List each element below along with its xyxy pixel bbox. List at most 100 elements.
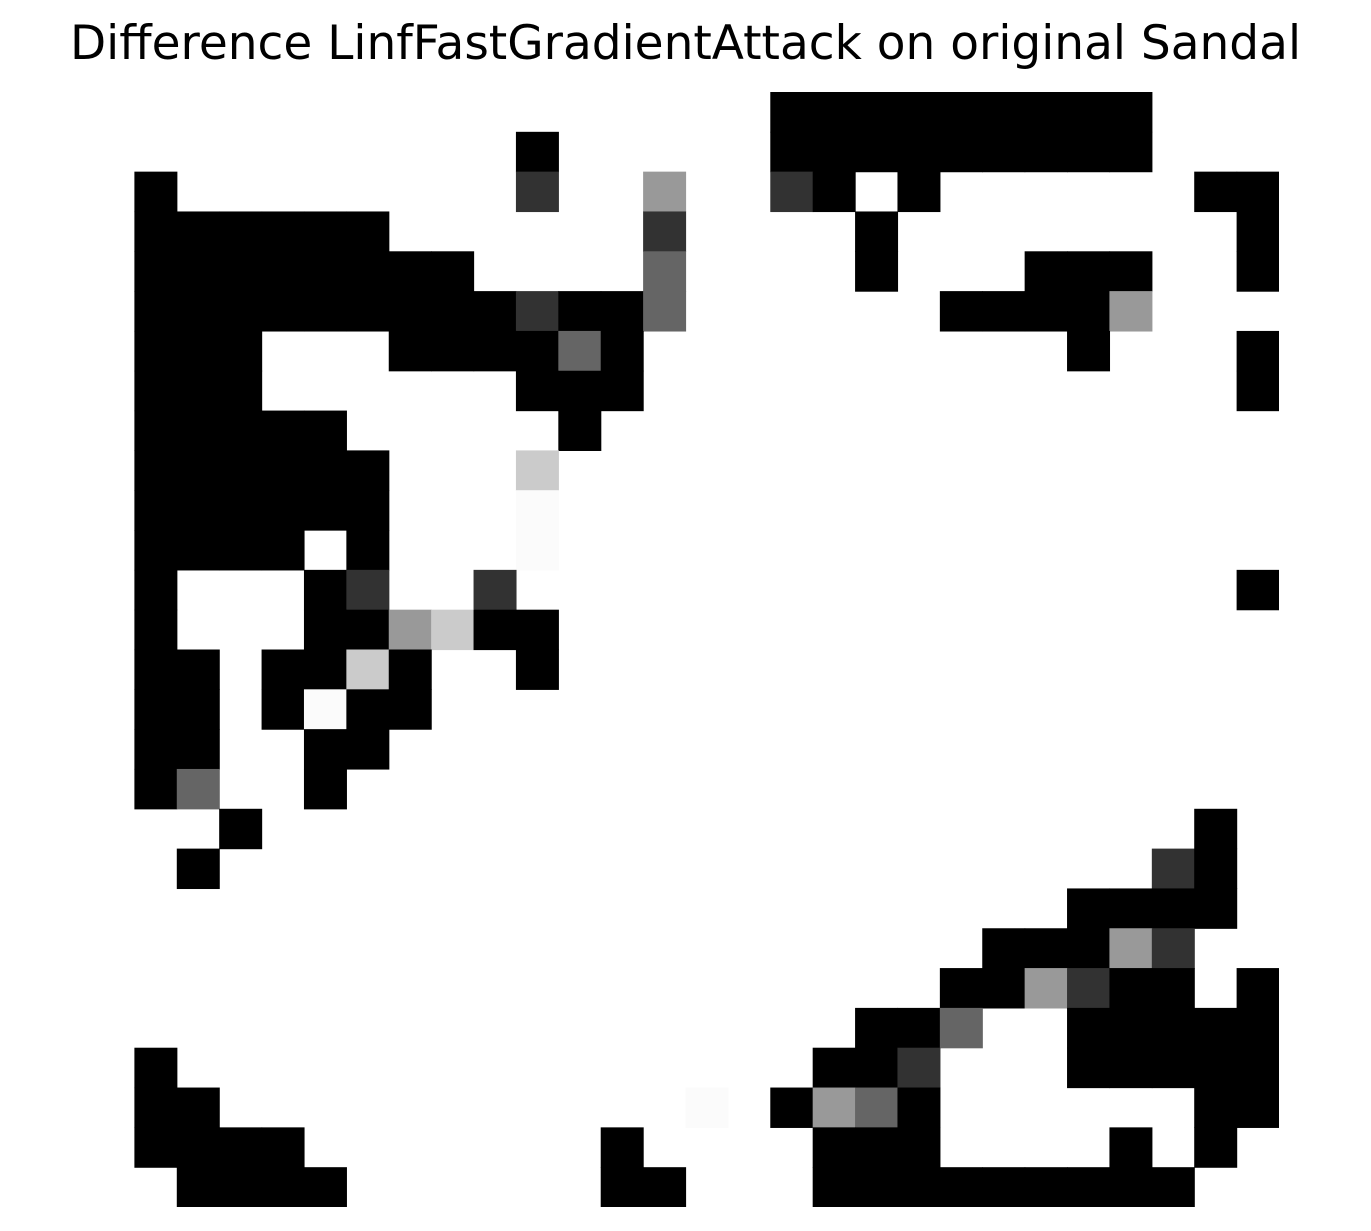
heatmap-cell-r24-c27 [1236, 1047, 1279, 1089]
heatmap-cell-r11-c3 [219, 530, 263, 571]
heatmap-cell-r10-c1 [134, 490, 178, 531]
heatmap-cell-r3-c6 [346, 211, 390, 252]
heatmap-cell-r7-c3 [219, 370, 263, 412]
heatmap-cell-r25-c16 [770, 1087, 814, 1128]
heatmap-cell-r7-c2 [176, 370, 220, 412]
heatmap-cell-r7-c1 [134, 370, 178, 412]
heatmap-cell-r1-c17 [812, 131, 856, 173]
heatmap-cell-r6-c9 [473, 330, 517, 372]
heatmap-cell-r26-c18 [855, 1127, 899, 1168]
heatmap-cell-r27-c2 [176, 1167, 220, 1207]
figure-title: Difference LinfFastGradientAttack on ori… [69, 16, 1302, 71]
heatmap-cell-r1-c21 [982, 131, 1026, 173]
heatmap-cell-r1-c10 [515, 131, 559, 173]
heatmap-cell-r1-c23 [1067, 131, 1111, 173]
heatmap-cell-r23-c24 [1109, 1007, 1153, 1049]
heatmap-cell-r21-c25 [1151, 928, 1195, 969]
heatmap-cell-r17-c2 [176, 768, 220, 810]
heatmap-cell-r9-c3 [219, 450, 263, 491]
heatmap-cell-r27-c13 [643, 1167, 687, 1207]
heatmap-cell-r21-c22 [1024, 928, 1068, 969]
heatmap-cell-r24-c24 [1109, 1047, 1153, 1089]
heatmap-cell-r20-c26 [1194, 888, 1238, 929]
heatmap-cell-r26-c2 [176, 1127, 220, 1168]
heatmap-cell-r26-c3 [219, 1127, 263, 1168]
heatmap-cell-r5-c7 [388, 291, 432, 332]
heatmap-cell-r4-c27 [1236, 251, 1279, 292]
heatmap-cell-r1-c20 [939, 131, 983, 173]
heatmap-cell-r17-c1 [134, 768, 178, 810]
heatmap-cell-r6-c7 [388, 330, 432, 372]
heatmap-cell-r16-c1 [134, 729, 178, 770]
heatmap-cell-r5-c20 [939, 291, 983, 332]
heatmap-cell-r5-c23 [1067, 291, 1111, 332]
heatmap-cell-r5-c1 [134, 291, 178, 332]
heatmap-cell-r24-c1 [134, 1047, 178, 1089]
heatmap-cell-r25-c27 [1236, 1087, 1279, 1128]
heatmap-cell-r27-c25 [1151, 1167, 1195, 1207]
heatmap-cell-r1-c24 [1109, 131, 1153, 173]
heatmap-cell-r15-c6 [346, 689, 390, 730]
heatmap-cell-r15-c2 [176, 689, 220, 730]
heatmap-cell-r19-c25 [1151, 848, 1195, 890]
heatmap-cell-r26-c12 [600, 1127, 644, 1168]
heatmap-cell-r27-c3 [219, 1167, 263, 1207]
heatmap-cell-r5-c5 [303, 291, 347, 332]
heatmap-cell-r27-c21 [982, 1167, 1026, 1207]
heatmap-cell-r15-c5 [303, 689, 347, 730]
heatmap-cell-r12-c27 [1236, 569, 1279, 611]
heatmap-cell-r27-c12 [600, 1167, 644, 1207]
heatmap-cell-r27-c17 [812, 1167, 856, 1207]
heatmap-cell-r24-c26 [1194, 1047, 1238, 1089]
heatmap-cell-r22-c21 [982, 968, 1026, 1009]
heatmap-cell-r8-c3 [219, 410, 263, 451]
heatmap-cell-r8-c5 [303, 410, 347, 451]
heatmap-cell-r14-c10 [515, 649, 559, 690]
heatmap-cell-r21-c24 [1109, 928, 1153, 969]
heatmap-cell-r18-c3 [219, 808, 263, 850]
heatmap-cell-r6-c2 [176, 330, 220, 372]
heatmap-cell-r3-c2 [176, 211, 220, 252]
heatmap-cell-r21-c23 [1067, 928, 1111, 969]
heatmap-cell-r6-c8 [431, 330, 475, 372]
heatmap-cell-r9-c4 [261, 450, 305, 491]
heatmap-cell-r26-c1 [134, 1127, 178, 1168]
heatmap-cell-r5-c2 [176, 291, 220, 332]
heatmap-cell-r23-c18 [855, 1007, 899, 1049]
heatmap-cell-r23-c23 [1067, 1007, 1111, 1049]
heatmap-cell-r4-c1 [134, 251, 178, 292]
heatmap-cell-r13-c5 [303, 609, 347, 651]
heatmap-cell-r3-c18 [855, 211, 899, 252]
heatmap-cell-r3-c27 [1236, 211, 1279, 252]
heatmap-cell-r23-c19 [897, 1007, 941, 1049]
heatmap-cell-r4-c2 [176, 251, 220, 292]
heatmap-cell-r25-c2 [176, 1087, 220, 1128]
heatmap-cell-r2-c16 [770, 171, 814, 213]
heatmap-cell-r21-c21 [982, 928, 1026, 969]
heatmap-cell-r14-c6 [346, 649, 390, 690]
heatmap-cell-r27-c24 [1109, 1167, 1153, 1207]
heatmap-cell-r3-c4 [261, 211, 305, 252]
heatmap-cell-r4-c13 [643, 251, 687, 292]
heatmap-cell-r19-c26 [1194, 848, 1238, 890]
heatmap-cell-r6-c1 [134, 330, 178, 372]
heatmap-cell-r4-c7 [388, 251, 432, 292]
heatmap-cell-r27-c22 [1024, 1167, 1068, 1207]
heatmap-cell-r0-c18 [855, 92, 899, 133]
heatmap-cell-r17-c5 [303, 768, 347, 810]
heatmap-cell-r4-c3 [219, 251, 263, 292]
heatmap-cell-r24-c18 [855, 1047, 899, 1089]
heatmap-cell-r6-c10 [515, 330, 559, 372]
heatmap-cell-r11-c2 [176, 530, 220, 571]
heatmap-cell-r24-c23 [1067, 1047, 1111, 1089]
heatmap-cell-r7-c12 [600, 370, 644, 412]
heatmap-cell-r11-c1 [134, 530, 178, 571]
heatmap-cell-r4-c6 [346, 251, 390, 292]
heatmap-cell-r7-c11 [558, 370, 602, 412]
heatmap-cell-r22-c23 [1067, 968, 1111, 1009]
heatmap-cell-r10-c3 [219, 490, 263, 531]
heatmap-cell-r11-c10 [515, 530, 559, 571]
heatmap-cell-r5-c4 [261, 291, 305, 332]
heatmap-cell-r26-c17 [812, 1127, 856, 1168]
heatmap-cell-r27-c23 [1067, 1167, 1111, 1207]
